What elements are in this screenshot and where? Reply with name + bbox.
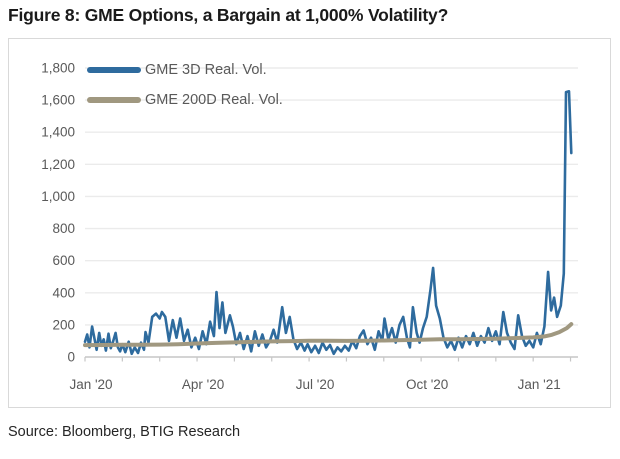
y-tick-label: 0 [67,350,75,365]
legend-item-gme-200d: GME 200D Real. Vol. [87,85,283,115]
chart-canvas: 0 200 400 600 800 1,000 1,200 1,400 1,600 1,800 Ja… [41,61,578,392]
x-tick-label: Jan '21 [518,377,561,392]
source-credit: Source: Bloomberg, BTIG Research [8,424,241,440]
x-tick-label: Jan '20 [69,377,112,392]
chart-area: 0 200 400 600 800 1,000 1,200 1,400 1,600 1,800 Ja… [8,38,611,408]
y-tick-label: 1,400 [41,125,75,140]
y-tick-label: 200 [52,317,75,332]
legend-swatch-200d-line [87,97,141,103]
y-tick-label: 600 [52,253,75,268]
y-tick-label: 800 [52,221,75,236]
x-tick-label: Apr '20 [182,377,224,392]
legend-label-3d: GME 3D Real. Vol. [145,62,267,78]
y-tick-label: 1,600 [41,93,75,108]
x-tick-label: Jul '20 [296,377,335,392]
y-tick-label: 1,200 [41,157,75,172]
legend-label-200d: GME 200D Real. Vol. [145,92,283,108]
legend-item-gme-3d: GME 3D Real. Vol. [87,55,283,85]
series-path-gme-3d-real-vol [83,90,573,356]
x-tick-label: Oct '20 [406,377,448,392]
y-tick-label: 400 [52,285,75,300]
series-path-gme-200d-real-vol [83,322,574,348]
chart-legend: GME 3D Real. Vol. GME 200D Real. Vol. [87,55,283,115]
y-tick-label: 1,000 [41,189,75,204]
y-tick-label: 1,800 [41,61,75,76]
figure-title: Figure 8: GME Options, a Bargain at 1,00… [8,5,449,25]
legend-swatch-3d-line [87,67,141,73]
